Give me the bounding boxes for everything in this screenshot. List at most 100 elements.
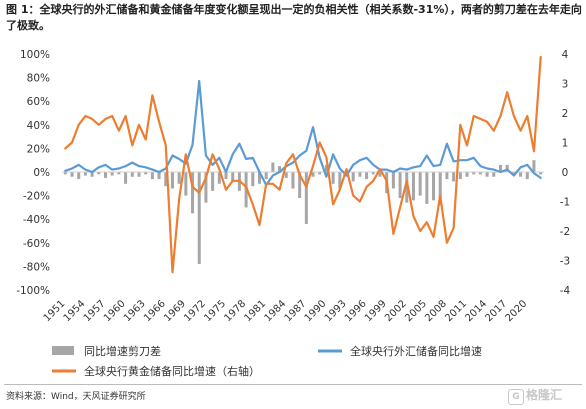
bar xyxy=(432,172,436,201)
y-left-tick-label: 60% xyxy=(27,96,50,108)
x-tick-label: 1972 xyxy=(182,298,208,324)
y-left-tick-label: -80% xyxy=(23,261,50,273)
bar xyxy=(398,172,402,198)
y-right-tick-label: 4 xyxy=(562,49,569,61)
x-tick-label: 2008 xyxy=(423,298,449,324)
bar xyxy=(63,172,67,175)
bar xyxy=(278,166,282,172)
x-tick-label: 1990 xyxy=(303,298,329,324)
x-tick-label: 1978 xyxy=(222,298,248,324)
footer-divider xyxy=(4,384,582,385)
y-right-tick-label: -4 xyxy=(560,285,571,297)
x-tick-label: 1984 xyxy=(263,298,289,324)
bar xyxy=(191,172,195,214)
x-tick-label: 2005 xyxy=(403,298,429,324)
bar xyxy=(224,172,228,180)
bar xyxy=(378,172,382,177)
bar xyxy=(465,172,469,177)
x-tick-label: 1996 xyxy=(343,298,369,324)
bar xyxy=(418,172,422,196)
y-left-tick-label: -100% xyxy=(16,285,50,297)
bar xyxy=(445,172,449,180)
x-tick-label: 1999 xyxy=(363,298,389,324)
bar xyxy=(117,172,121,175)
y-right-tick-label: 1 xyxy=(562,138,569,150)
y-right-tick-label: 2 xyxy=(562,108,569,120)
bar xyxy=(478,172,482,175)
right-axis: 4 3 2 1 0 -1 -2 -3 -4 xyxy=(560,49,571,297)
x-tick-label: 2017 xyxy=(484,298,510,324)
y-left-tick-label: 100% xyxy=(20,49,50,61)
bar xyxy=(77,172,81,180)
bar xyxy=(532,160,536,172)
x-axis: 1951195419571960196319661969197219751978… xyxy=(42,298,530,324)
bar xyxy=(519,172,523,177)
bar xyxy=(331,172,335,184)
bar xyxy=(137,172,141,177)
y-right-tick-label: -2 xyxy=(560,226,570,238)
bar xyxy=(505,164,509,172)
x-tick-label: 1987 xyxy=(283,298,309,324)
bar xyxy=(97,172,101,175)
bar xyxy=(438,172,442,206)
y-right-tick-label: -1 xyxy=(560,197,570,209)
bar xyxy=(264,172,268,180)
bar xyxy=(284,172,288,178)
bar xyxy=(217,172,221,184)
x-tick-label: 2011 xyxy=(443,298,469,324)
y-left-tick-label: -40% xyxy=(23,214,50,226)
bar xyxy=(104,172,108,178)
bar xyxy=(124,172,128,184)
x-tick-label: 1981 xyxy=(243,298,269,324)
legend-swatch-bar xyxy=(52,346,74,355)
x-tick-label: 1969 xyxy=(162,298,188,324)
watermark-badge: G xyxy=(508,389,524,405)
bar xyxy=(512,172,516,175)
legend-label: 同比增速剪刀差 xyxy=(84,344,161,358)
bar xyxy=(170,172,174,189)
y-right-tick-label: 3 xyxy=(562,79,569,91)
bar xyxy=(150,172,154,180)
bar xyxy=(83,172,87,176)
y-left-tick-label: 80% xyxy=(27,73,50,85)
legend-label: 全球央行黄金储备同比增速（右轴） xyxy=(84,364,260,378)
bar xyxy=(144,172,148,175)
bar xyxy=(251,172,255,187)
bar xyxy=(304,172,308,224)
bar xyxy=(539,172,543,175)
line-series-forex xyxy=(64,80,542,187)
x-tick-label: 1993 xyxy=(323,298,349,324)
bar xyxy=(311,172,315,177)
bar xyxy=(204,172,208,203)
y-left-tick-label: -20% xyxy=(23,191,50,203)
x-tick-label: 1960 xyxy=(102,298,128,324)
watermark-logo: G 格隆汇 xyxy=(508,386,562,405)
x-tick-label: 1975 xyxy=(202,298,228,324)
bar xyxy=(130,172,134,177)
bar xyxy=(485,172,489,177)
bar xyxy=(411,172,415,201)
bar xyxy=(452,172,456,182)
bar xyxy=(371,172,375,175)
y-left-tick-label: 0% xyxy=(33,167,50,179)
source-note: 资料来源：Wind，天风证券研究所 xyxy=(6,392,146,402)
bar xyxy=(365,172,369,180)
bar xyxy=(298,172,302,198)
bar xyxy=(197,172,201,265)
bar xyxy=(324,164,328,172)
bar xyxy=(70,172,74,177)
bar xyxy=(257,172,261,184)
bar xyxy=(472,172,476,175)
x-tick-label: 1951 xyxy=(42,298,68,324)
bar xyxy=(425,172,429,204)
bar xyxy=(405,172,409,203)
x-tick-label: 1957 xyxy=(82,298,108,324)
bar xyxy=(110,172,114,176)
x-tick-label: 1966 xyxy=(142,298,168,324)
bar xyxy=(338,172,342,189)
bar xyxy=(291,172,295,189)
bar xyxy=(157,172,161,180)
bar xyxy=(525,172,529,180)
chart-title: 图 1：全球央行的外汇储备和黄金储备年度变化额呈现出一定的负相关性（相关系数-3… xyxy=(6,3,582,32)
